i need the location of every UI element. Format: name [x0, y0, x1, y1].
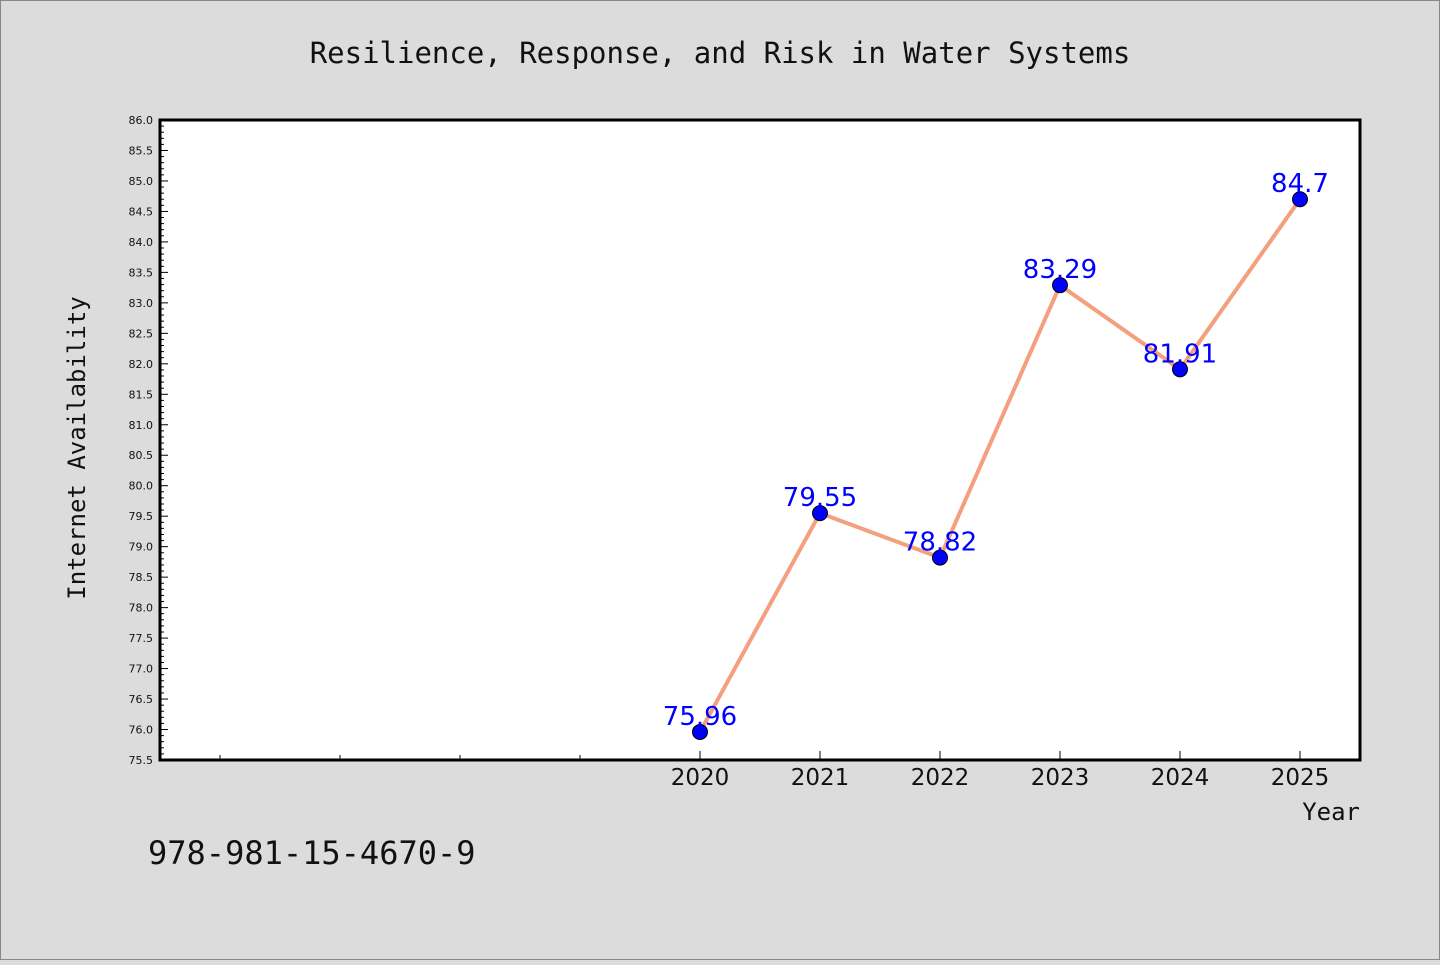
- x-axis-ticks: 2020 2021 2022 2023 2024 2025: [219, 751, 1330, 791]
- series-line: [698, 197, 1302, 734]
- y-tick-label: 81.0: [129, 419, 154, 432]
- data-label: 81.91: [1143, 339, 1217, 369]
- y-tick-label: 78.0: [129, 602, 154, 615]
- data-label: 75.96: [663, 702, 737, 732]
- data-point: [1172, 361, 1188, 378]
- data-label: 78.82: [903, 528, 977, 558]
- y-tick-label: 79.0: [129, 541, 154, 554]
- data-point: [692, 723, 708, 740]
- isbn-annotation: 978-981-15-4670-9: [148, 834, 476, 872]
- y-tick-label: 83.5: [129, 266, 154, 279]
- data-point: [812, 505, 828, 522]
- y-tick-label: 76.5: [129, 693, 154, 706]
- y-tick-label: 76.0: [129, 724, 154, 737]
- y-tick-label: 85.5: [129, 144, 154, 157]
- x-tick-label: 2021: [791, 765, 850, 791]
- plot-area: [158, 118, 1362, 762]
- y-tick-label: 82.5: [129, 327, 154, 340]
- y-tick-label: 85.0: [129, 175, 154, 188]
- y-tick-label: 80.5: [129, 449, 154, 462]
- x-tick-label: 2020: [671, 765, 730, 791]
- y-tick-label: 79.5: [129, 510, 154, 523]
- y-tick-label: 83.0: [129, 297, 154, 310]
- x-axis-label: Year: [1302, 798, 1360, 826]
- y-tick-label: 81.5: [129, 388, 154, 401]
- series-layer: 75.96 79.55 78.82 83.29 81.91 84.7: [663, 169, 1329, 740]
- y-tick-label: 86.0: [129, 114, 154, 127]
- y-tick-label: 84.0: [129, 236, 154, 249]
- data-label: 84.7: [1271, 169, 1329, 199]
- y-tick-label: 84.5: [129, 205, 154, 218]
- y-tick-label: 80.0: [129, 480, 154, 493]
- y-tick-label: 75.5: [129, 754, 154, 767]
- data-point: [932, 549, 948, 566]
- chart-title: Resilience, Response, and Risk in Water …: [310, 36, 1131, 70]
- x-tick-label: 2022: [911, 765, 970, 791]
- y-axis-label: Internet Availability: [63, 296, 91, 599]
- data-point: [1052, 277, 1068, 294]
- x-tick-label: 2023: [1031, 765, 1090, 791]
- y-tick-label: 77.0: [129, 663, 154, 676]
- data-label: 83.29: [1023, 255, 1097, 285]
- y-tick-label: 82.0: [129, 358, 154, 371]
- x-tick-label: 2025: [1271, 765, 1330, 791]
- y-axis-ticks: 75.5 76.0 76.5 77.0 77.5 78.0 78.5 79.0 79.5 80.0…: [129, 114, 168, 767]
- data-label: 79.55: [783, 483, 857, 513]
- x-tick-label: 2024: [1151, 765, 1210, 791]
- data-point: [1292, 191, 1308, 208]
- y-tick-label: 77.5: [129, 632, 154, 645]
- y-tick-label: 78.5: [129, 571, 154, 584]
